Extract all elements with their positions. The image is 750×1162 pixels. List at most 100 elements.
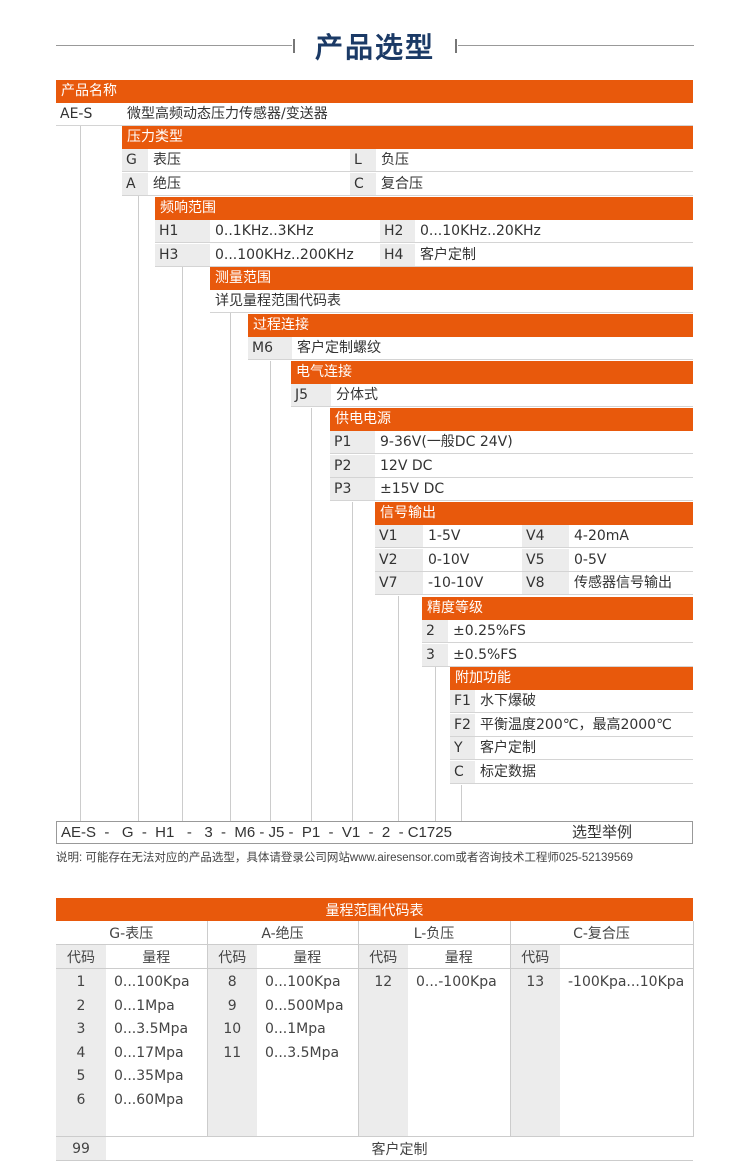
example-code: AE-S - G - H1 - 3 - M6 - J5 - P1 - V1 - …	[61, 824, 452, 841]
option-code: H1	[155, 220, 210, 242]
option-row: AE-S 微型高频动态压力传感器/变送器	[56, 103, 693, 126]
example-label: 选型举例	[571, 823, 632, 841]
option-code: 3	[422, 643, 448, 666]
option-code: V5	[522, 548, 569, 571]
range-code: 1	[76, 974, 86, 990]
option-row: P2 12V DC	[330, 454, 693, 478]
code-column-header: 代码	[510, 944, 560, 969]
option-description: 0...100KHz..200KHz	[215, 246, 354, 263]
range-code: 2	[76, 997, 86, 1014]
section-header: 频响范围	[155, 197, 693, 220]
range-code: 12	[374, 974, 393, 990]
connector-line	[138, 195, 139, 821]
range-value: 0...100Kpa	[265, 974, 341, 990]
option-description: 客户定制	[420, 246, 476, 263]
option-row: P1 9-36V(一般DC 24V)	[330, 431, 693, 454]
code-column-header: 代码	[207, 944, 257, 969]
option-description: 0...10KHz..20KHz	[420, 223, 541, 239]
option-code: H3	[155, 243, 210, 266]
option-row: G 表压 L 负压	[122, 149, 693, 172]
range-group-header: C-复合压	[510, 921, 694, 945]
range-values: -100Kpa...10Kpa	[560, 968, 694, 1137]
range-column-header: 量程	[408, 944, 511, 969]
option-description: 平衡温度200℃，最高2000℃	[480, 716, 672, 733]
selection-example: AE-S - G - H1 - 3 - M6 - J5 - P1 - V1 - …	[56, 821, 693, 844]
code-column-header: 代码	[56, 944, 106, 969]
option-code: V8	[522, 572, 569, 594]
range-codes: 13	[510, 968, 560, 1137]
range-values: 0...100Kpa 0...1Mpa 0...3.5Mpa 0...17Mpa 0..…	[106, 968, 208, 1137]
range-table-title: 量程范围代码表	[56, 898, 693, 921]
range-column-header: 量程	[257, 944, 359, 969]
range-value: 0...500Mpa	[265, 997, 344, 1014]
range-code: 13	[526, 974, 545, 990]
section-header: 过程连接	[248, 314, 693, 337]
option-row: H3 0...100KHz..200KHz H4 客户定制	[155, 243, 693, 267]
option-row: A 绝压 C 复合压	[122, 172, 693, 196]
option-description: 客户定制	[480, 740, 536, 756]
option-code: L	[350, 149, 376, 171]
title-divider-left	[56, 45, 292, 46]
option-code: J5	[291, 384, 331, 406]
title-divider-right	[458, 45, 694, 46]
page-title: 产品选型	[314, 31, 435, 64]
connector-line	[311, 408, 312, 821]
option-row: 详见量程范围代码表	[210, 290, 693, 313]
section-header: 压力类型	[122, 126, 693, 149]
option-row: V7 -10-10V V8 传感器信号输出	[375, 572, 693, 595]
option-code: P3	[330, 478, 375, 500]
range-column-header: 量程	[106, 944, 208, 969]
range-codes: 1 2 3 4 5 6	[56, 968, 106, 1137]
option-code: M6	[248, 337, 292, 359]
title-tick-right	[455, 39, 457, 53]
option-description: ±0.25%FS	[453, 623, 526, 639]
range-code: 9	[227, 997, 237, 1014]
range-column-header	[560, 944, 694, 969]
option-description: 负压	[381, 152, 409, 168]
option-description: 水下爆破	[480, 693, 536, 709]
range-value: 0...-100Kpa	[416, 974, 497, 990]
option-description: 客户定制螺纹	[297, 340, 381, 356]
range-value: 0...60Mpa	[114, 1091, 184, 1108]
range-codes: 8 9 10 11	[207, 968, 257, 1137]
option-code: V7	[375, 572, 423, 594]
range-value: 0...3.5Mpa	[114, 1021, 189, 1037]
connector-line	[230, 313, 231, 821]
option-row: V2 0-10V V5 0-5V	[375, 548, 693, 572]
range-value: -100Kpa...10Kpa	[568, 974, 685, 990]
section-header: 产品名称	[56, 80, 693, 103]
code-column-header: 代码	[358, 944, 408, 969]
section-header: 精度等级	[422, 597, 693, 620]
option-description: 复合压	[381, 175, 423, 192]
connector-line	[80, 126, 81, 821]
option-code: C	[350, 172, 376, 195]
option-row: F1 水下爆破	[450, 690, 693, 713]
option-code: V1	[375, 525, 423, 547]
custom-code: 99	[56, 1136, 106, 1161]
range-code: 11	[223, 1044, 242, 1061]
connector-line	[352, 502, 353, 821]
option-description: 详见量程范围代码表	[215, 293, 341, 309]
connector-line	[435, 667, 436, 821]
range-code: 10	[223, 1021, 242, 1037]
range-group-header: L-负压	[358, 921, 511, 945]
section-header: 电气连接	[291, 361, 693, 384]
option-row: P3 ±15V DC	[330, 478, 693, 501]
option-code: 2	[422, 620, 448, 642]
option-description: 0-10V	[428, 551, 470, 568]
range-group-header: A-绝压	[207, 921, 359, 945]
option-row: F2 平衡温度200℃，最高2000℃	[450, 713, 693, 737]
option-description: 4-20mA	[574, 528, 629, 544]
option-row: 3 ±0.5%FS	[422, 643, 693, 667]
option-code: Y	[450, 737, 475, 759]
section-header: 信号输出	[375, 502, 693, 525]
option-code: C	[450, 760, 475, 783]
range-code: 8	[227, 974, 237, 990]
range-codes: 12	[358, 968, 408, 1137]
option-row: H1 0..1KHz..3KHz H2 0...10KHz..20KHz	[155, 220, 693, 243]
range-code: 5	[76, 1068, 86, 1084]
range-value: 0...17Mpa	[114, 1044, 184, 1061]
option-code: AE-S	[60, 106, 93, 122]
option-description: 标定数据	[480, 763, 536, 780]
